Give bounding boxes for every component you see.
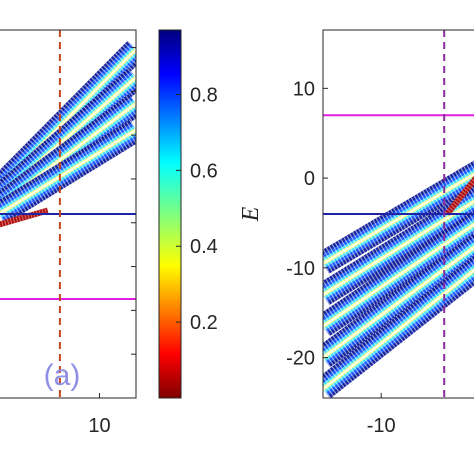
panel-b-band-0 xyxy=(323,160,474,274)
panel-b-band-4 xyxy=(323,255,474,398)
panel-a-axes-box xyxy=(0,29,137,399)
panel-b-ytick-label: -20 xyxy=(286,348,315,370)
colorbar-tick-label: 0.8 xyxy=(190,84,218,106)
panel-a-reference-lines xyxy=(0,30,136,398)
panel-a-ticks: 10 xyxy=(88,47,136,437)
panel-b-ytick-label: 10 xyxy=(293,78,315,100)
panel-b-reference-lines xyxy=(323,30,474,398)
panel-a: 10 (a) xyxy=(0,29,137,437)
panel-b-ticks: -10 10 0 -10 -20 xyxy=(286,78,396,437)
colorbar-tick-label: 0.2 xyxy=(190,312,218,334)
colorbar-tick-label: 0.6 xyxy=(190,160,218,182)
colorbar-strip xyxy=(158,29,182,399)
panel-b-low-density-segment xyxy=(444,175,474,216)
panel-b-bands xyxy=(323,160,474,398)
colorbar-ticks: 0.2 0.4 0.6 0.8 xyxy=(176,84,218,334)
panel-b-band-1 xyxy=(323,187,474,305)
colorbar-tick-label: 0.4 xyxy=(190,236,218,258)
panel-b-ylabel: E xyxy=(238,206,264,222)
panel-b-band-2 xyxy=(323,210,474,337)
panel-b-xtick-label: -10 xyxy=(367,415,396,437)
panel-b-ytick-label: 0 xyxy=(304,168,315,190)
panel-a-band-3 xyxy=(0,119,136,225)
panel-b-ytick-label: -10 xyxy=(286,258,315,280)
panel-a-bands xyxy=(0,40,136,228)
colorbar: 0.2 0.4 0.6 0.8 xyxy=(158,29,218,399)
panel-a-label: (a) xyxy=(44,359,81,392)
panel-b: -10 10 0 -10 -20 E xyxy=(238,29,474,437)
panel-a-low-density-segment xyxy=(0,207,49,228)
panel-a-xtick-label: 10 xyxy=(88,415,110,437)
panel-b-band-3 xyxy=(323,232,474,368)
panel-b-axes-box xyxy=(322,29,474,399)
